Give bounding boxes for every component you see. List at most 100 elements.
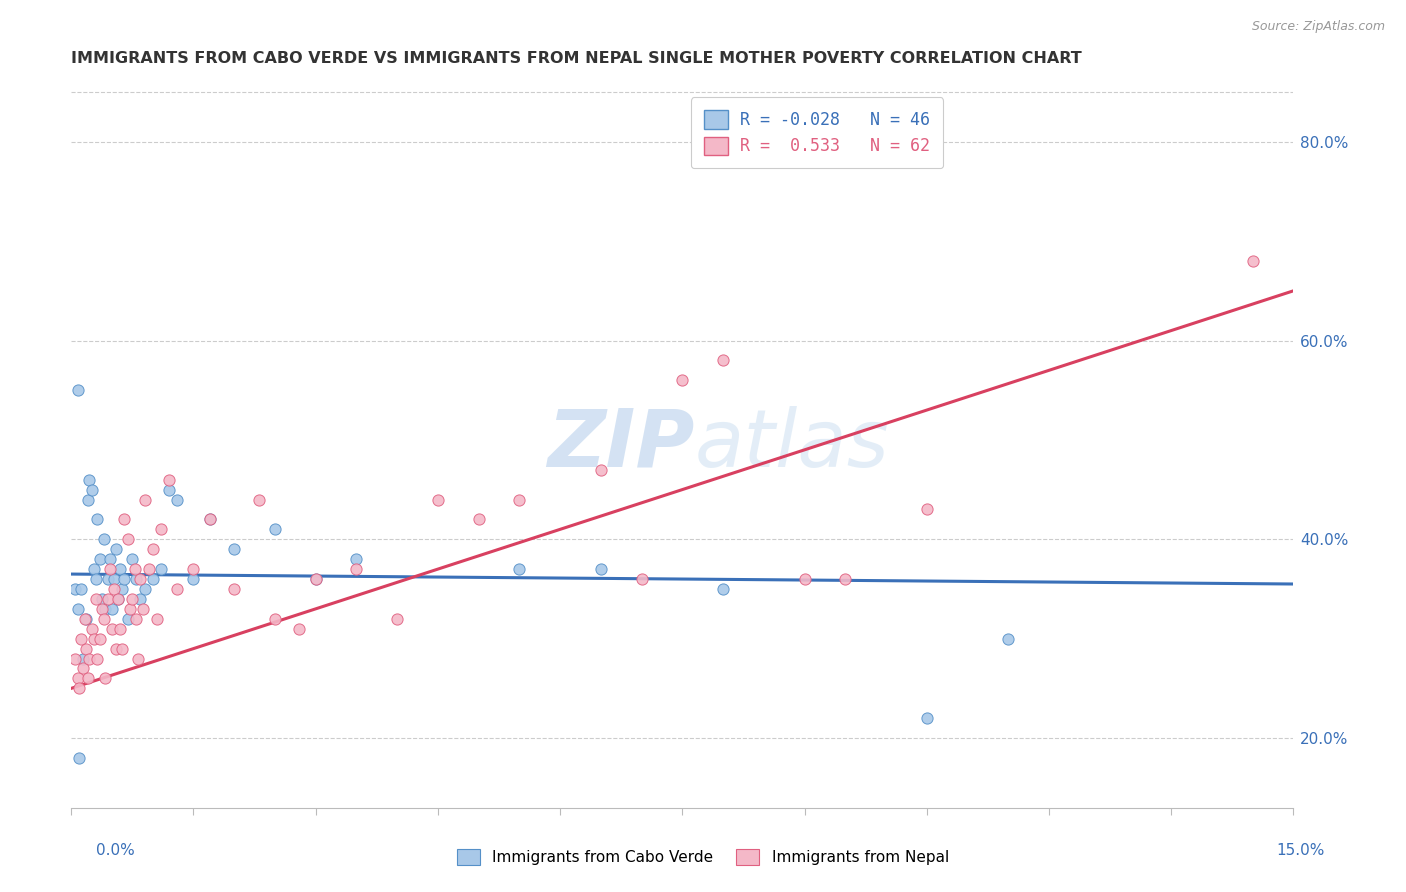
Point <box>834 572 856 586</box>
Point <box>93 533 115 547</box>
Point <box>89 552 111 566</box>
Point <box>183 572 205 586</box>
Legend: Immigrants from Cabo Verde, Immigrants from Nepal: Immigrants from Cabo Verde, Immigrants f… <box>451 843 955 871</box>
Point <box>107 591 129 606</box>
Point <box>426 492 449 507</box>
Text: IMMIGRANTS FROM CABO VERDE VS IMMIGRANTS FROM NEPAL SINGLE MOTHER POVERTY CORREL: IMMIGRANTS FROM CABO VERDE VS IMMIGRANTS… <box>72 51 1083 66</box>
Point <box>117 612 139 626</box>
Point <box>467 512 489 526</box>
Point <box>142 542 165 557</box>
Point <box>134 582 156 596</box>
Point <box>129 591 152 606</box>
Point <box>247 492 270 507</box>
Point <box>224 542 246 557</box>
Point <box>94 602 117 616</box>
Point <box>105 641 128 656</box>
Point <box>103 572 125 586</box>
Point <box>75 641 97 656</box>
Point <box>344 552 367 566</box>
Legend: R = -0.028   N = 46, R =  0.533   N = 62: R = -0.028 N = 46, R = 0.533 N = 62 <box>690 97 943 168</box>
Point <box>915 502 938 516</box>
Point <box>344 562 367 576</box>
Point <box>93 612 115 626</box>
Text: 15.0%: 15.0% <box>1277 843 1324 858</box>
Point <box>75 612 97 626</box>
Point <box>86 651 108 665</box>
Point <box>97 591 120 606</box>
Point <box>89 632 111 646</box>
Point <box>76 672 98 686</box>
Point <box>589 463 612 477</box>
Point <box>157 473 180 487</box>
Point <box>72 651 94 665</box>
Point <box>94 672 117 686</box>
Point <box>80 483 103 497</box>
Point <box>149 522 172 536</box>
Point <box>80 622 103 636</box>
Point <box>77 473 100 487</box>
Point <box>65 651 87 665</box>
Point <box>112 512 135 526</box>
Point <box>589 562 612 576</box>
Point <box>72 661 94 675</box>
Point <box>105 542 128 557</box>
Point <box>224 582 246 596</box>
Point <box>711 353 734 368</box>
Point <box>84 591 107 606</box>
Text: atlas: atlas <box>695 406 889 483</box>
Text: Source: ZipAtlas.com: Source: ZipAtlas.com <box>1251 20 1385 33</box>
Point <box>671 373 693 387</box>
Point <box>146 612 169 626</box>
Point <box>91 602 114 616</box>
Point <box>166 582 188 596</box>
Point <box>108 622 131 636</box>
Point <box>70 582 93 596</box>
Point <box>1038 811 1060 825</box>
Point <box>997 632 1019 646</box>
Text: ZIP: ZIP <box>547 406 695 483</box>
Point <box>138 562 160 576</box>
Point <box>107 591 129 606</box>
Point <box>117 533 139 547</box>
Point <box>84 572 107 586</box>
Point <box>83 562 105 576</box>
Point <box>83 632 105 646</box>
Point <box>183 562 205 576</box>
Point <box>166 492 188 507</box>
Point <box>711 582 734 596</box>
Point <box>508 562 530 576</box>
Point <box>127 651 149 665</box>
Point <box>101 602 124 616</box>
Point <box>149 562 172 576</box>
Point <box>125 612 148 626</box>
Point <box>121 591 143 606</box>
Point <box>793 572 815 586</box>
Point <box>66 672 89 686</box>
Point <box>125 572 148 586</box>
Point <box>108 562 131 576</box>
Point <box>288 622 311 636</box>
Point <box>264 612 287 626</box>
Point <box>67 681 90 696</box>
Point <box>132 602 155 616</box>
Point <box>134 492 156 507</box>
Point <box>70 632 93 646</box>
Point <box>76 492 98 507</box>
Point <box>112 572 135 586</box>
Point <box>142 572 165 586</box>
Point <box>264 522 287 536</box>
Point <box>67 751 90 765</box>
Point <box>198 512 221 526</box>
Point <box>66 602 89 616</box>
Point <box>91 591 114 606</box>
Point <box>157 483 180 497</box>
Point <box>111 582 134 596</box>
Point <box>97 572 120 586</box>
Point <box>121 552 143 566</box>
Point <box>129 572 152 586</box>
Point <box>124 562 146 576</box>
Point <box>111 641 134 656</box>
Point <box>66 383 89 397</box>
Point <box>630 572 652 586</box>
Text: 0.0%: 0.0% <box>96 843 135 858</box>
